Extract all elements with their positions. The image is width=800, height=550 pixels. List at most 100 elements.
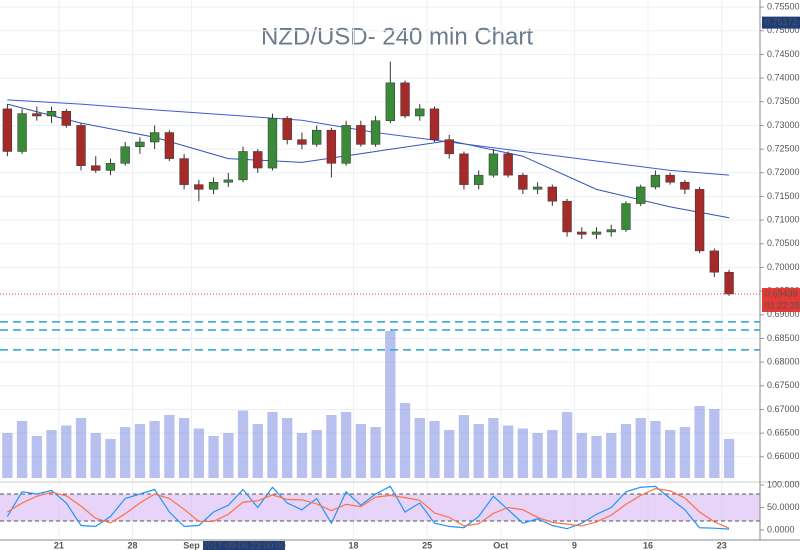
candle-body [665, 174, 675, 183]
candle-body [164, 132, 175, 159]
candle-body [311, 129, 322, 145]
volume-bar [723, 439, 735, 478]
y-tick-label: 0.73500 [767, 96, 800, 106]
y-tick-label: 0.69000 [767, 309, 800, 319]
volume-bar [620, 424, 632, 478]
y-tick-label: 0.66500 [767, 428, 800, 438]
volume-bar [134, 424, 146, 478]
volume-bar [576, 433, 587, 478]
candle-body [694, 189, 705, 252]
y-tick-label: 0.70500 [767, 238, 800, 248]
volume-bar [16, 421, 28, 478]
candle-body [341, 125, 351, 164]
volume-bar [340, 412, 352, 478]
volume-bar [635, 418, 646, 478]
crosshair-box [203, 541, 285, 550]
y-tick-label: 0.67000 [767, 404, 800, 414]
chart-title: NZD/USD- 240 min Chart [261, 23, 533, 50]
volume-bar [709, 409, 720, 478]
candle-body [429, 108, 440, 140]
y-tick-label: 100.0000 [767, 479, 800, 489]
candle-body [400, 82, 410, 117]
x-tick-label: 9 [572, 540, 577, 550]
candle-body [415, 108, 425, 117]
candle-body [17, 113, 27, 152]
y-tick-label: 0.75000 [767, 25, 800, 35]
candle-body [282, 118, 292, 140]
candle-body [459, 153, 469, 185]
price-marker [762, 16, 800, 29]
candle-body [105, 163, 116, 171]
volume-bar [665, 430, 676, 478]
volume-bar [694, 406, 705, 478]
candle-body [577, 231, 587, 235]
candle-body [179, 158, 189, 185]
y-tick-label: 0.74000 [767, 72, 800, 82]
x-tick-label: Sep [183, 540, 200, 550]
candle-body [253, 151, 263, 169]
volume-bar [458, 415, 470, 478]
volume-bar [385, 331, 396, 478]
candle-body [621, 203, 631, 230]
volume-bar [237, 410, 249, 478]
y-tick-label: 50.0000 [767, 502, 800, 512]
volume-bar [591, 436, 602, 478]
candle-body [709, 250, 720, 273]
candle-body [223, 179, 233, 183]
y-tick-label: 0.75500 [767, 1, 800, 11]
candle-body [370, 120, 381, 145]
x-tick-label: 28 [128, 540, 138, 550]
volume-bar [223, 433, 234, 478]
volume-bar [326, 415, 337, 478]
candle-body [636, 186, 646, 204]
x-tick-label: 16 [643, 540, 653, 550]
oscillator-line [6, 485, 730, 530]
y-tick-label: 0.68000 [767, 357, 800, 367]
candle-body [297, 139, 307, 145]
volume-bar [532, 433, 543, 478]
volume-bar [414, 418, 425, 478]
candle-body [385, 82, 395, 121]
candle-body [32, 113, 42, 117]
candle-body [650, 174, 661, 188]
volume-bar [355, 424, 367, 478]
y-tick-label: 0.74500 [767, 49, 800, 59]
x-tick-label: 18 [348, 540, 358, 550]
oscillator-line [7, 487, 730, 529]
x-tick-label: 23 [717, 540, 727, 550]
candle-body [149, 132, 160, 143]
y-tick-label: 0.70000 [767, 262, 800, 272]
candle-body [46, 110, 57, 117]
candle-body [488, 153, 499, 176]
volume-bar [650, 421, 661, 478]
moving-average [7, 103, 730, 219]
y-tick-label: 0.72000 [767, 167, 800, 177]
volume-bar [429, 421, 440, 478]
price-marker-label: 0.69439 [765, 288, 798, 298]
y-tick-label: 0.67500 [767, 380, 800, 390]
countdown-box [762, 300, 800, 313]
candle-body [474, 174, 484, 185]
candle-body [326, 129, 337, 164]
y-tick-label: 0.71500 [767, 191, 800, 201]
volume-bar [61, 425, 72, 478]
volume-bar [547, 430, 558, 478]
volume-bar [75, 418, 87, 478]
crosshair-label: 2017-09-06 23:00:00 [202, 540, 286, 550]
candle-body [135, 141, 145, 147]
volume-bar [178, 418, 190, 478]
volume-bar [252, 424, 263, 478]
volume-bar [296, 433, 308, 478]
volume-bar [679, 427, 691, 478]
candle-body [76, 125, 86, 166]
volume-bar [90, 433, 101, 478]
x-tick-label: 21 [54, 540, 64, 550]
y-tick-label: 0.68500 [767, 333, 800, 343]
candle-body [680, 181, 690, 190]
volume-bar [193, 428, 204, 478]
volume-bar [164, 415, 175, 478]
candle-body [562, 200, 572, 233]
volume-bar [517, 428, 529, 478]
candle-body [91, 165, 101, 171]
